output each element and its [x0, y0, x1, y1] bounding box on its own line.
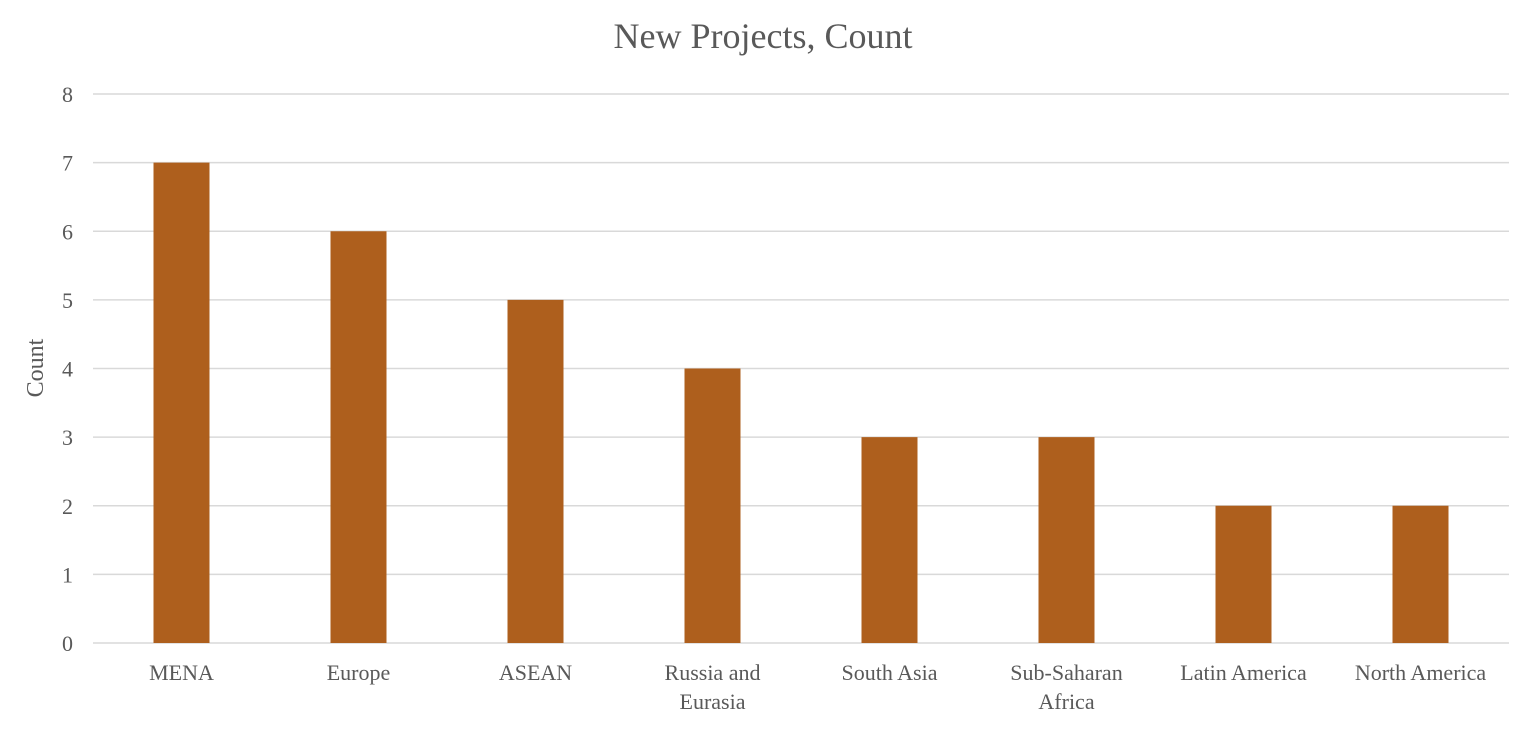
y-axis-title: Count — [23, 338, 49, 397]
x-tick-label: South Asia — [842, 660, 938, 685]
bar — [330, 231, 387, 643]
x-tick-label-line: Africa — [1038, 689, 1094, 714]
x-tick-label: Russia and Eurasia — [665, 660, 761, 714]
y-tick-label: 1 — [62, 562, 73, 587]
x-tick-label-line: Eurasia — [680, 689, 746, 714]
bars — [153, 162, 1449, 643]
y-tick-label: 3 — [62, 425, 73, 450]
x-tick-label-line: Latin America — [1180, 660, 1307, 685]
bar — [684, 368, 741, 643]
x-tick-label: Sub-Saharan Africa — [1010, 660, 1122, 714]
gridlines — [93, 93, 1509, 644]
x-tick-label: MENA — [149, 660, 214, 685]
y-tick-label: 7 — [62, 151, 73, 176]
y-tick-label: 5 — [62, 288, 73, 313]
bar — [153, 162, 210, 643]
x-tick-label-line: Russia and — [665, 660, 761, 685]
y-tick-label: 6 — [62, 219, 73, 244]
x-tick-label: North America — [1355, 660, 1487, 685]
x-tick-label-line: South Asia — [842, 660, 938, 685]
x-tick-label-line: Europe — [327, 660, 391, 685]
x-tick-label-line: North America — [1355, 660, 1487, 685]
chart-title: New Projects, Count — [614, 16, 913, 56]
x-tick-label: Europe — [327, 660, 391, 685]
x-tick-label: Latin America — [1180, 660, 1307, 685]
bar — [507, 299, 564, 643]
y-tick-label: 8 — [62, 82, 73, 107]
x-tick-label-line: Sub-Saharan — [1010, 660, 1122, 685]
y-axis-ticks: 0 1 2 3 4 5 6 7 8 — [62, 82, 73, 656]
bar — [1215, 505, 1272, 643]
y-tick-label: 4 — [62, 357, 73, 382]
bar — [1038, 437, 1095, 643]
bar — [1392, 505, 1449, 643]
x-tick-label: ASEAN — [499, 660, 572, 685]
bar — [861, 437, 918, 643]
y-tick-label: 2 — [62, 494, 73, 519]
x-tick-label-line: ASEAN — [499, 660, 572, 685]
y-tick-label: 0 — [62, 631, 73, 656]
x-tick-label-line: MENA — [149, 660, 214, 685]
x-axis-ticks: MENA Europe ASEAN Russia and Eurasia South As… — [149, 660, 1486, 714]
